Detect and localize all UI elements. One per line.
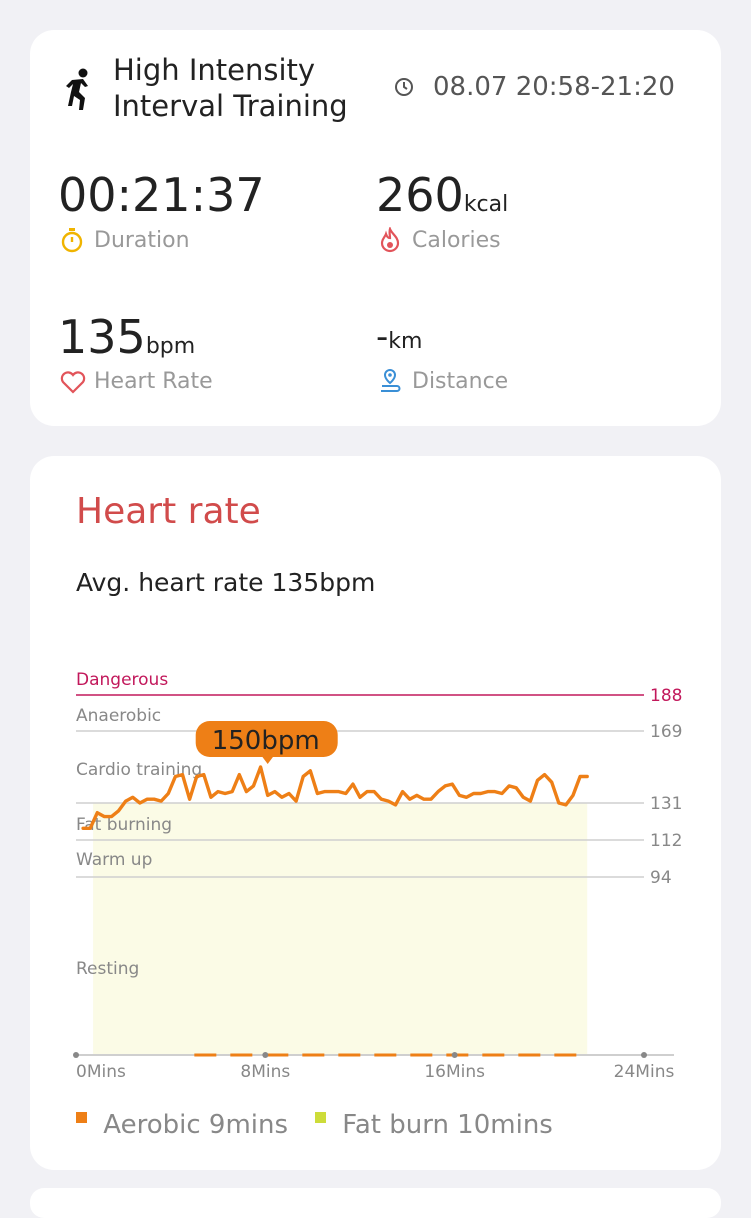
peak-bubble-pointer [261, 756, 274, 764]
legend-aerobic: Aerobic 9mins [76, 1110, 288, 1140]
flame-icon [380, 227, 400, 253]
calories-unit: kcal [463, 192, 509, 217]
heart-rate-chart: Dangerous 188 Anaerobic 169 Cardio training 1… [73, 670, 682, 1082]
fat-burn-swatch [315, 1112, 326, 1123]
duration-value: 00:21:37 [58, 168, 265, 222]
legend-fat-burn: Fat burn 10mins [315, 1110, 553, 1140]
x-tick-dot [73, 1052, 79, 1058]
duration-label: Duration [94, 228, 190, 253]
legend-aerobic-label: Aerobic 9mins [103, 1110, 289, 1140]
heart-icon [60, 371, 86, 394]
next-card-peek [30, 1188, 721, 1218]
zone-threshold-label: 188 [650, 686, 682, 706]
avg-heart-rate: Avg. heart rate 135bpm [76, 568, 376, 597]
zone-threshold-label: 112 [650, 831, 682, 851]
distance-value: - [376, 317, 389, 357]
heart-rate-value: 135 [58, 310, 146, 364]
zone-threshold-label: 131 [650, 794, 682, 814]
calories-label: Calories [412, 228, 501, 253]
x-tick-dot [262, 1052, 269, 1058]
clock-icon [395, 78, 413, 96]
zone-label: Fat burning [76, 815, 172, 835]
heart-rate-line [81, 765, 589, 830]
zone-label: Warm up [76, 850, 152, 870]
peak-bubble [195, 721, 338, 757]
zone-threshold-label: 94 [650, 868, 672, 888]
calories-value: 260 [376, 168, 464, 222]
zone-label: Dangerous [76, 670, 168, 690]
zone-label: Anaerobic [76, 706, 161, 726]
x-tick-dot [451, 1052, 458, 1058]
runner-icon [66, 68, 88, 110]
heart-rate-card: Heart rate Avg. heart rate 135bpm Danger… [30, 456, 721, 1170]
zone-label: Resting [76, 959, 139, 979]
peak-label: 150bpm [212, 726, 320, 756]
workout-time: 08.07 20:58-21:20 [433, 72, 675, 102]
legend-fat-burn-label: Fat burn 10mins [342, 1110, 553, 1140]
workout-summary-card: High Intensity Interval Training 08.07 2… [30, 30, 721, 426]
x-tick-label: 16Mins [424, 1062, 485, 1082]
heart-rate-label: Heart Rate [94, 369, 213, 394]
x-tick-dot [641, 1052, 647, 1058]
zone-fill [93, 803, 588, 1055]
x-tick-label: 24Mins [614, 1062, 675, 1082]
workout-title-line2: Interval Training [113, 89, 348, 123]
distance-label: Distance [412, 369, 509, 394]
heart-rate-title: Heart rate [76, 491, 261, 532]
distance-unit: km [388, 329, 423, 354]
distance-icon [381, 368, 401, 392]
zone-threshold-label: 169 [650, 722, 682, 742]
workout-title-line1: High Intensity [113, 53, 316, 87]
x-tick-label: 8Mins [240, 1062, 290, 1082]
x-tick-label: 0Mins [76, 1062, 126, 1082]
heart-rate-unit: bpm [145, 334, 196, 359]
stopwatch-icon [61, 228, 83, 253]
aerobic-swatch [76, 1112, 87, 1123]
zone-label: Cardio training [76, 760, 202, 780]
